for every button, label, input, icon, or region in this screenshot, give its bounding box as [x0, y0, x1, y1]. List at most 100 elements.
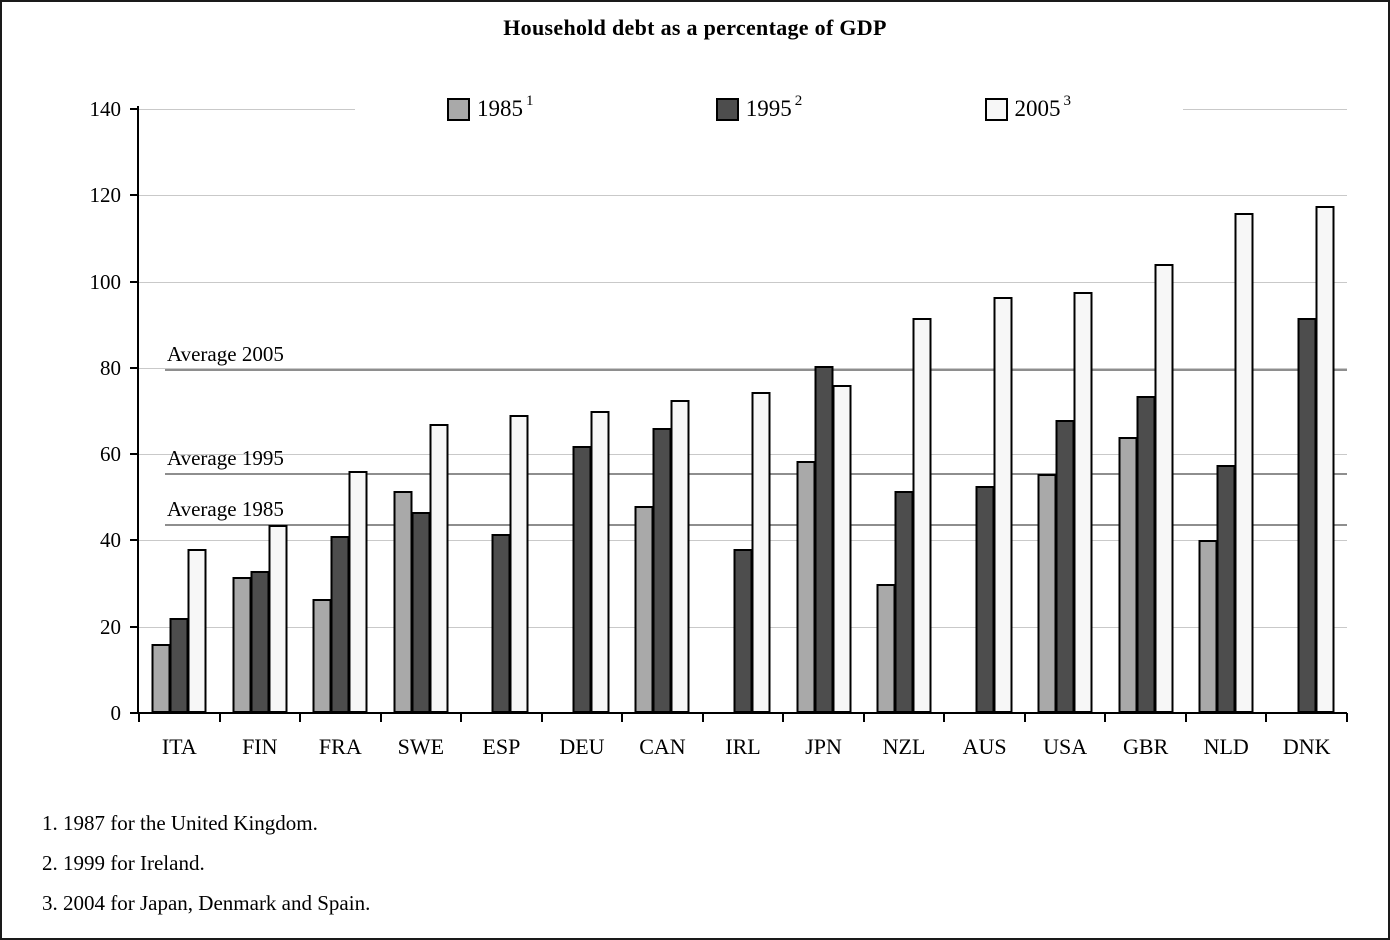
footnote-3: 3. 2004 for Japan, Denmark and Spain. [42, 891, 371, 915]
x-boundary-tick-13 [1184, 713, 1187, 722]
bar-usa-1985 [1037, 474, 1057, 713]
bar-nld-1995 [1216, 465, 1236, 713]
x-tick-label-nld: NLD [1203, 734, 1249, 759]
bar-swe-1995 [411, 512, 431, 713]
y-tick-120 [130, 194, 139, 197]
y-tick-label-120: 120 [89, 183, 122, 208]
bar-swe-1985 [393, 491, 413, 713]
average-2005-line [165, 369, 1347, 372]
bar-cluster-deu [554, 109, 610, 713]
y-tick-20 [130, 625, 139, 628]
bar-groups: ITA FIN FRA SWE ESP DEU CAN IRL JPN NZL AUS USA GBR N… [139, 109, 1347, 759]
category-group-swe: SWE [381, 109, 462, 759]
x-boundary-tick-15 [1346, 713, 1348, 722]
bar-irl-2005 [751, 392, 771, 713]
x-boundary-tick-12 [1104, 713, 1107, 722]
legend-footnote-mark-2005: 3 [1063, 92, 1072, 109]
bar-gbr-1985 [1118, 437, 1138, 713]
y-tick-140 [130, 108, 139, 110]
x-tick-label-irl: IRL [725, 734, 761, 759]
bar-cluster-gbr [1118, 109, 1174, 713]
x-boundary-tick-10 [943, 713, 946, 722]
x-tick-label-deu: DEU [559, 734, 605, 759]
bar-cluster-fin [232, 109, 288, 713]
bar-irl-1995 [733, 549, 753, 713]
bar-cluster-dnk [1279, 109, 1335, 713]
x-boundary-tick-0 [138, 713, 140, 722]
bar-swe-2005 [429, 424, 449, 713]
y-tick-100 [130, 280, 139, 283]
average-1995-label: Average 1995 [167, 445, 284, 470]
legend-footnote-mark-1985: 1 [526, 92, 534, 109]
legend-label-2005: 2005 [1014, 96, 1061, 121]
legend-swatch-2005 [984, 97, 1008, 121]
x-tick-label-nzl: NZL [882, 734, 926, 759]
gridline-80 [139, 367, 1347, 369]
average-2005-label: Average 2005 [167, 342, 284, 367]
category-group-gbr: GBR [1105, 109, 1186, 759]
category-group-jpn: JPN [783, 109, 864, 759]
legend: 1985 1 1995 2 2005 3 [355, 89, 1183, 129]
bar-ita-1985 [151, 644, 171, 713]
bar-fra-1995 [330, 536, 350, 713]
bar-nld-2005 [1234, 213, 1254, 713]
x-boundary-tick-6 [621, 713, 624, 722]
legend-swatch-1995 [715, 97, 739, 121]
plot-area: Average 2005 Average 1995 Average 1985 ITA F… [90, 97, 1348, 759]
x-boundary-tick-2 [299, 713, 302, 722]
x-tick-label-aus: AUS [962, 734, 1007, 759]
bar-fin-2005 [268, 525, 288, 713]
bar-aus-1995 [975, 486, 995, 713]
bar-cluster-can [634, 109, 690, 713]
bar-gbr-2005 [1154, 264, 1174, 713]
average-1985-label: Average 1985 [167, 497, 284, 522]
bar-jpn-1995 [814, 366, 834, 713]
legend-swatch-1985 [447, 97, 470, 121]
bar-can-2005 [670, 400, 690, 713]
x-boundary-tick-14 [1265, 713, 1268, 722]
category-group-irl: IRL [703, 109, 784, 759]
bar-deu-1995 [572, 446, 592, 713]
footnote-2: 2. 1999 for Ireland. [42, 851, 205, 875]
category-group-fin: FIN [220, 109, 301, 759]
category-group-esp: ESP [461, 109, 542, 759]
category-group-can: CAN [622, 109, 703, 759]
category-group-aus: AUS [944, 109, 1025, 759]
y-tick-label-80: 80 [100, 355, 121, 380]
y-tick-80 [130, 366, 139, 369]
bar-dnk-1995 [1297, 318, 1317, 713]
y-tick-label-40: 40 [100, 528, 121, 553]
category-group-fra: FRA [300, 109, 381, 759]
x-boundary-tick-8 [782, 713, 785, 722]
bar-deu-2005 [590, 411, 610, 713]
bar-cluster-swe [393, 109, 449, 713]
legend-footnote-mark-1995: 2 [794, 92, 803, 109]
x-tick-label-usa: USA [1043, 734, 1088, 759]
x-boundary-tick-1 [218, 713, 221, 722]
bar-gbr-1995 [1136, 396, 1156, 713]
bar-fin-1995 [250, 571, 270, 713]
bar-nld-1985 [1198, 540, 1218, 713]
chart-title: Household debt as a percentage of GDP [503, 15, 887, 40]
bar-ita-1995 [169, 618, 189, 713]
legend-label-1985: 1985 [477, 96, 523, 121]
bar-usa-2005 [1073, 292, 1093, 713]
bar-cluster-aus [957, 109, 1013, 713]
category-group-deu: DEU [542, 109, 623, 759]
x-tick-label-swe: SWE [397, 734, 445, 759]
bar-cluster-jpn [796, 109, 852, 713]
bar-cluster-nzl [876, 109, 932, 713]
legend-item-2005: 2005 3 [984, 92, 1072, 122]
footnote-1: 1. 1987 for the United Kingdom. [42, 811, 318, 835]
x-boundary-tick-5 [540, 713, 543, 722]
bar-fra-2005 [348, 471, 368, 713]
bar-esp-2005 [509, 415, 529, 713]
footnotes: 1. 1987 for the United Kingdom. 2. 1999 … [42, 803, 370, 923]
legend-item-1985: 1985 1 [447, 92, 534, 122]
category-group-nld: NLD [1186, 109, 1267, 759]
bar-can-1995 [652, 428, 672, 713]
legend-label-1995: 1995 [745, 96, 792, 121]
x-tick-label-fra: FRA [318, 734, 362, 759]
x-tick-label-can: CAN [639, 734, 686, 759]
